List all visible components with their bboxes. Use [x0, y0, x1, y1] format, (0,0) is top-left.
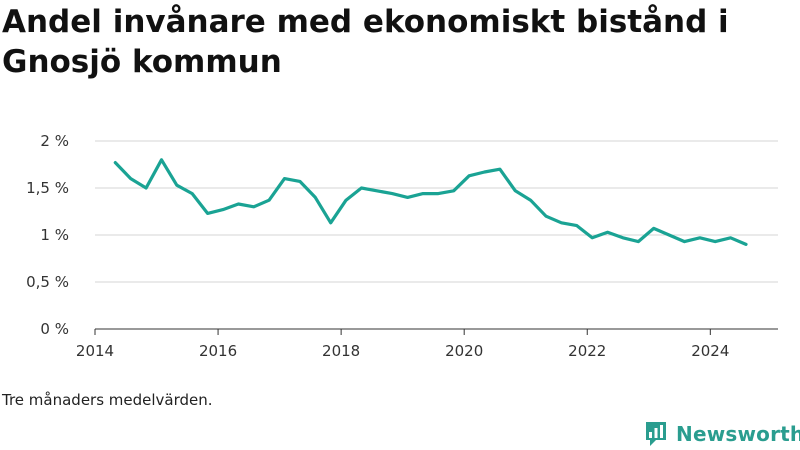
brand-logo[interactable]: Newsworthy — [644, 420, 800, 448]
grid-lines — [95, 140, 778, 283]
y-tick-label: 0 % — [40, 320, 69, 338]
chart-title: Andel invånare med ekonomiskt bistånd i … — [2, 4, 729, 80]
x-tick-label: 2014 — [76, 342, 114, 360]
x-tick-label: 2018 — [322, 342, 360, 360]
footnote: Tre månaders medelvärden. — [2, 391, 213, 409]
x-axis: 2014 2016 2018 2020 2022 2024 — [76, 328, 778, 360]
x-tick-label: 2016 — [199, 342, 237, 360]
x-tick-label: 2022 — [568, 342, 606, 360]
x-tick-label: 2024 — [691, 342, 729, 360]
bar-chart-speech-bubble-icon — [646, 422, 666, 446]
series-line — [113, 158, 748, 246]
series-layer — [113, 158, 748, 246]
brand-name: Newsworthy — [676, 422, 800, 446]
y-tick-label: 1,5 % — [26, 179, 69, 197]
x-tick-label: 2020 — [445, 342, 483, 360]
y-tick-label: 2 % — [40, 132, 69, 150]
y-tick-label: 0,5 % — [26, 273, 69, 291]
line-chart: 0 % 0,5 % 1 % 1,5 % 2 % 2014 2016 2018 2020 2022… — [26, 132, 778, 360]
y-tick-label: 1 % — [40, 226, 69, 244]
y-axis-tick-labels: 0 % 0,5 % 1 % 1,5 % 2 % — [26, 132, 69, 338]
